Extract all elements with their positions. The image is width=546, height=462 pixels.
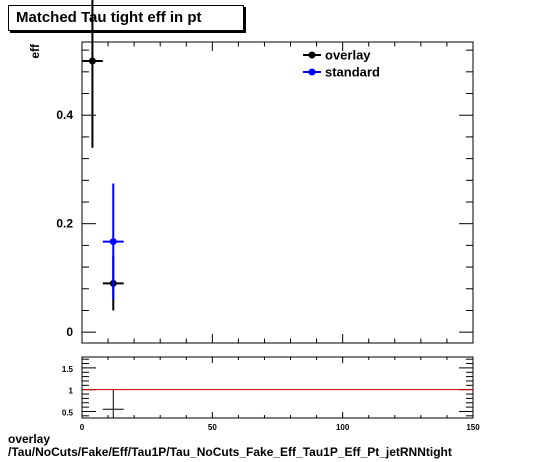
footer: overlay /Tau/NoCuts/Fake/Eff/Tau1P/Tau_N…: [8, 433, 452, 459]
y-tick-label: 1.5: [62, 365, 74, 374]
legend-marker: [308, 68, 316, 76]
legend: overlay standard: [303, 48, 380, 80]
main-panel: 0 0.2 0.4 eff overlay standard: [28, 0, 474, 344]
footer-label: overlay: [8, 432, 51, 446]
data-point: [88, 57, 96, 65]
y-tick-label: 1: [69, 387, 74, 396]
legend-item-overlay: overlay: [303, 48, 371, 63]
legend-label: overlay: [325, 48, 371, 63]
legend-item-standard: standard: [303, 65, 380, 80]
y-tick-label: 0.4: [56, 108, 73, 122]
legend-label: standard: [325, 65, 380, 80]
legend-marker: [308, 51, 316, 59]
plot-frame: [81, 41, 474, 344]
x-tick-label: 150: [466, 423, 480, 432]
chart-title: Matched Tau tight eff in pt: [16, 9, 202, 26]
x-tick-label: 50: [208, 423, 217, 432]
x-tick-label: 0: [80, 423, 85, 432]
plot-frame: [81, 356, 474, 419]
y-tick-label: 0.2: [56, 217, 73, 231]
footer-path: /Tau/NoCuts/Fake/Eff/Tau1P/Tau_NoCuts_Fa…: [8, 445, 452, 459]
data-point: [109, 238, 117, 246]
y-axis-label: eff: [28, 43, 42, 59]
y-tick-label: 0.5: [62, 408, 74, 417]
ratio-panel: 0.5 1 1.5 0 50 100 150: [62, 356, 480, 432]
x-tick-label: 100: [336, 423, 350, 432]
y-tick-label: 0: [66, 325, 73, 339]
title-box: Matched Tau tight eff in pt: [8, 5, 244, 31]
